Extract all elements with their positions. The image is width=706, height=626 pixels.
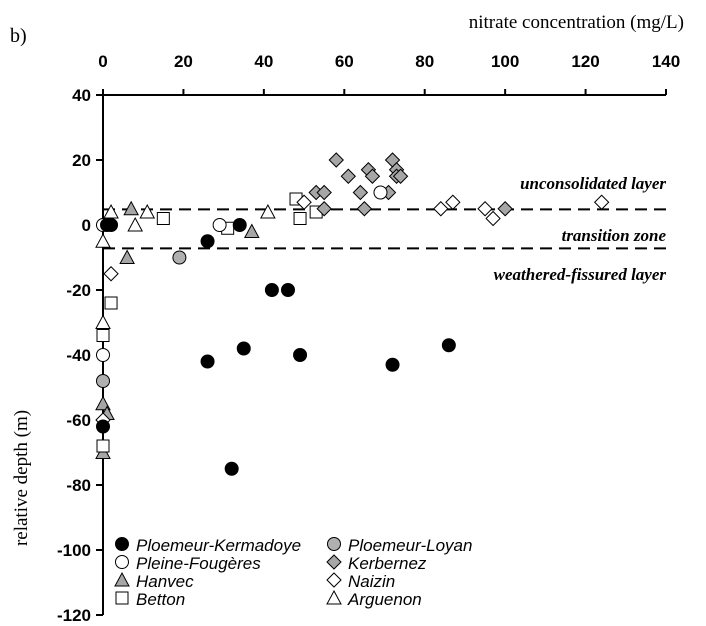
y-tick-label: -80 <box>66 476 91 495</box>
zone-label-0: unconsolidated layer <box>520 174 666 193</box>
point-kerbernez <box>316 201 332 217</box>
point-naizin <box>593 194 610 210</box>
x-tick-label: 0 <box>98 52 107 71</box>
legend-marker-kerbernez <box>326 554 342 570</box>
legend-marker-ploemeur-loyan <box>327 537 341 551</box>
data-points <box>95 152 610 476</box>
point-betton <box>293 212 307 225</box>
point-kerbernez <box>328 152 344 168</box>
point-ploemeur-kermadoye <box>104 218 119 232</box>
y-tick-label: -40 <box>66 346 91 365</box>
legend-label-naizin: Naizin <box>348 572 395 591</box>
legend-label-arguenon: Arguenon <box>347 590 422 609</box>
legend-label-betton: Betton <box>136 590 185 609</box>
y-axis-title: relative depth (m) <box>11 410 32 546</box>
point-arguenon <box>139 203 156 219</box>
legend-label-hanvec: Hanvec <box>136 572 194 591</box>
legend-marker-ploemeur-kermadoye <box>115 537 129 551</box>
legend: Ploemeur-Kermadoye Ploemeur-Loyan Pleine-F… <box>114 536 472 609</box>
point-hanvec <box>123 200 139 216</box>
x-tick-label: 140 <box>652 52 680 71</box>
point-ploemeur-loyan <box>96 374 110 388</box>
point-ploemeur-kermadoye <box>200 354 215 369</box>
point-ploemeur-kermadoye <box>441 338 456 353</box>
point-betton <box>156 212 170 225</box>
point-pleine-fougeres <box>373 185 388 200</box>
point-ploemeur-kermadoye <box>264 283 279 297</box>
y-tick-label: -60 <box>66 411 91 430</box>
zone-labels: unconsolidated layer transition zone weath… <box>494 174 667 284</box>
y-tick-label: -120 <box>57 606 91 625</box>
zone-label-2: weathered-fissured layer <box>494 265 667 284</box>
point-arguenon <box>95 233 111 248</box>
point-kerbernez <box>497 201 513 217</box>
legend-label-kerbernez: Kerbernez <box>348 554 427 573</box>
y-tick-label: 0 <box>82 216 91 235</box>
point-betton <box>96 439 110 453</box>
point-kerbernez <box>340 168 357 184</box>
point-ploemeur-kermadoye <box>385 357 400 372</box>
point-kerbernez <box>392 168 409 184</box>
point-kerbernez <box>364 168 381 184</box>
panel-label: b) <box>10 25 27 47</box>
y-tick-label: 40 <box>72 86 91 105</box>
zone-label-1: transition zone <box>562 226 667 245</box>
x-tick-label: 60 <box>335 52 354 71</box>
legend-marker-pleine-fougeres <box>115 555 129 569</box>
point-ploemeur-loyan <box>172 250 187 265</box>
legend-marker-naizin <box>326 572 342 588</box>
point-ploemeur-kermadoye <box>232 218 247 232</box>
legend-marker-arguenon <box>326 589 342 605</box>
point-arguenon <box>127 216 144 232</box>
x-tick-label: 120 <box>571 52 599 71</box>
point-naizin <box>445 194 461 210</box>
point-pleine-fougeres <box>212 218 227 232</box>
legend-marker-betton <box>115 591 129 605</box>
x-tick-label: 80 <box>415 52 434 71</box>
legend-label-pleine-fougeres: Pleine-Fougères <box>136 554 261 573</box>
point-kerbernez <box>356 201 373 217</box>
legend-label-ploemeur-kermadoye: Ploemeur-Kermadoye <box>136 536 301 555</box>
axes: 0 20 40 60 80 100 120 140 40 20 0 -20 -40 -60 -80 -100 -… <box>57 52 680 625</box>
point-naizin <box>477 201 493 217</box>
point-ploemeur-kermadoye <box>224 461 239 476</box>
x-tick-label: 40 <box>254 52 273 71</box>
x-tick-label: 100 <box>491 52 519 71</box>
point-ploemeur-kermadoye <box>293 348 308 362</box>
legend-label-ploemeur-loyan: Ploemeur-Loyan <box>348 536 472 555</box>
point-naizin <box>485 210 501 227</box>
point-naizin <box>103 266 119 282</box>
y-tick-label: 20 <box>72 151 91 170</box>
x-tick-label: 20 <box>174 52 193 71</box>
x-axis-title: nitrate concentration (mg/L) <box>469 12 684 33</box>
point-arguenon <box>95 314 111 329</box>
y-tick-label: -100 <box>57 541 91 560</box>
point-hanvec <box>243 223 260 238</box>
point-ploemeur-kermadoye <box>200 234 215 249</box>
point-naizin <box>433 201 449 217</box>
point-hanvec <box>119 249 135 264</box>
point-arguenon <box>103 203 119 219</box>
point-pleine-fougeres <box>96 348 110 362</box>
y-tick-label: -20 <box>66 281 91 300</box>
point-betton <box>96 329 110 342</box>
legend-marker-hanvec <box>114 571 130 587</box>
point-arguenon <box>260 203 276 219</box>
point-ploemeur-kermadoye <box>280 283 295 297</box>
point-naizin <box>296 194 312 210</box>
point-ploemeur-kermadoye <box>96 419 110 434</box>
point-kerbernez <box>352 184 369 201</box>
point-kerbernez <box>316 184 332 201</box>
point-betton <box>104 296 118 310</box>
point-ploemeur-kermadoye <box>236 341 251 356</box>
